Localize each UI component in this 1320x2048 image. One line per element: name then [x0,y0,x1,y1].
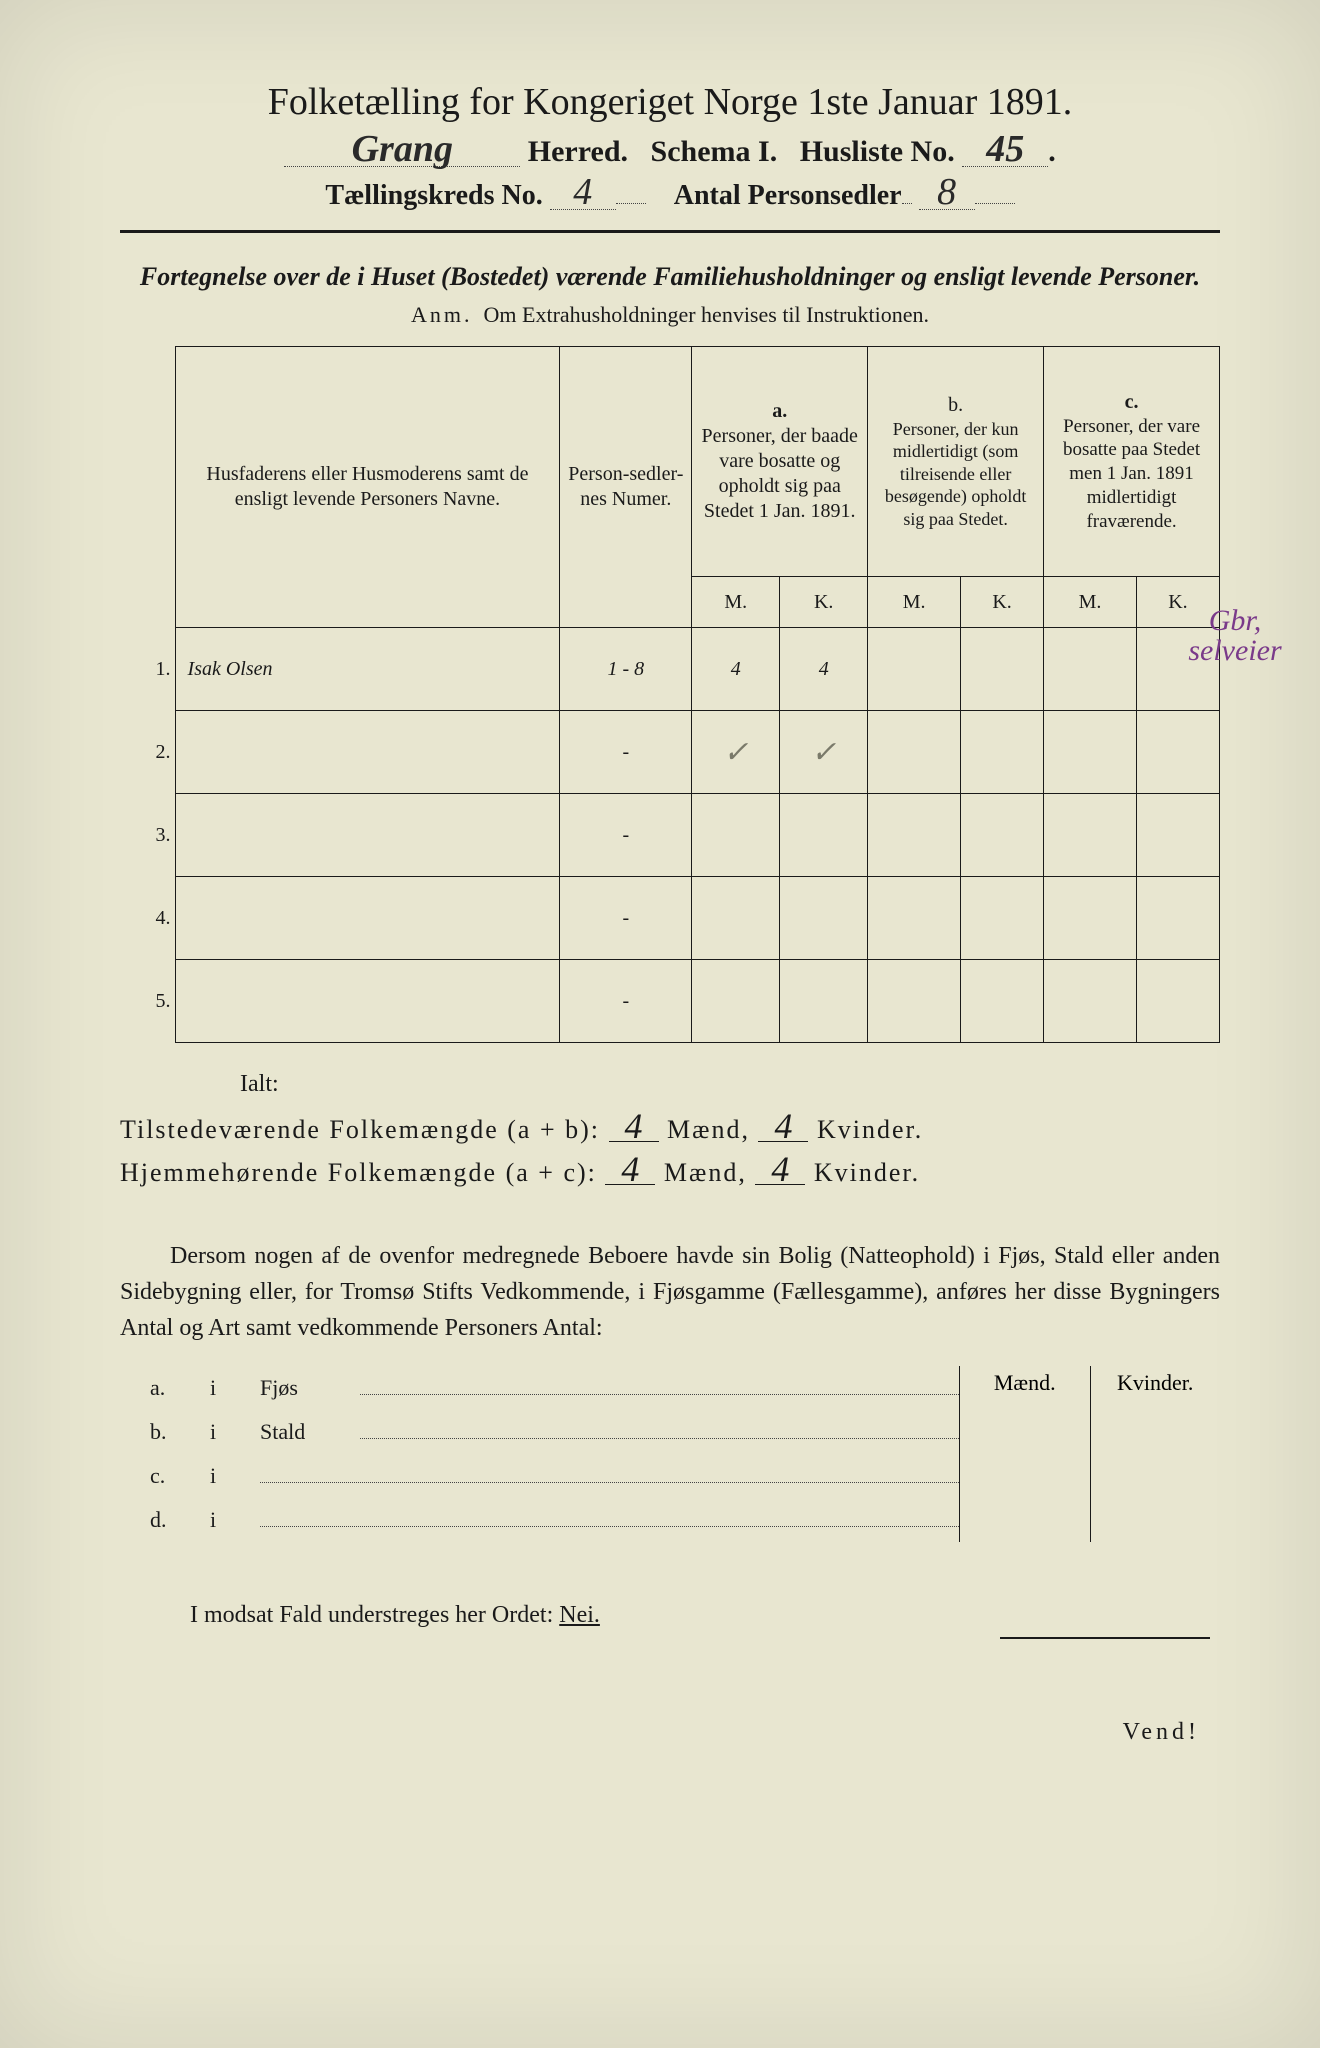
maend-col: Mænd. [960,1366,1091,1542]
totals-line-present: Tilstedeværende Folkemængde (a + b): 4 M… [120,1112,1220,1145]
col-header-c: c. Personer, der vare bosatte paa Stedet… [1044,347,1220,577]
name-cell: Isak Olsen [175,628,560,711]
col-header-a: a. Personer, der baade vare bosatte og o… [692,347,868,577]
kvinder-col: Kvinder. [1091,1366,1221,1542]
nei-word: Nei. [559,1602,600,1628]
sedler-label: Antal Personsedler [674,180,902,211]
b-k-cell [961,628,1044,711]
kreds-label: Tællingskreds No. [325,180,542,211]
husliste-label: Husliste No. [800,135,955,168]
household-table: Husfaderens eller Husmoderens samt de en… [120,346,1220,1043]
sedler-value: 8 [919,175,975,210]
side-buildings-list: a. i Fjøs b. i Stald c. i d. i [120,1366,959,1542]
side-building-paragraph: Dersom nogen af de ovenfor medregnede Be… [120,1238,1220,1346]
margin-annotation: Gbr, selveier [1180,606,1290,666]
col-a-m: M. [692,577,780,628]
col-b-m: M. [868,577,961,628]
col-header-num: Person-sedler-nes Numer. [560,347,692,628]
side-buildings-counts: Mænd. Kvinder. [959,1366,1220,1542]
anm-note: Anm. Om Extrahusholdninger henvises til … [120,302,1220,328]
col-c-m: M. [1044,577,1137,628]
divider [120,230,1220,233]
table-wrapper: Husfaderens eller Husmoderens samt de en… [120,346,1220,1043]
table-row: 1. Isak Olsen 1 - 8 4 4 [120,628,1220,711]
modsat-line: I modsat Fald understreges her Ordet: Ne… [120,1602,1220,1629]
col-a-k: K. [780,577,868,628]
col-b-k: K. [961,577,1044,628]
table-row: 3. - [120,794,1220,877]
resident-k: 4 [755,1155,805,1185]
anm-text: Om Extrahusholdninger henvises til Instr… [484,302,929,327]
col-header-name: Husfaderens eller Husmoderens samt de en… [175,347,560,628]
side-buildings-block: a. i Fjøs b. i Stald c. i d. i [120,1366,1220,1542]
check-icon: ✓ [723,736,748,769]
table-row: 4. - [120,877,1220,960]
table-row: 5. - [120,960,1220,1043]
herred-value: Grang [284,132,520,167]
totals-line-resident: Hjemmehørende Folkemængde (a + c): 4 Mæn… [120,1155,1220,1188]
check-icon: ✓ [811,736,836,769]
page-title: Folketælling for Kongeriget Norge 1ste J… [120,80,1220,124]
kreds-line: Tællingskreds No. 4 Antal Personsedler 8 [120,175,1220,212]
a-k-cell: 4 [780,628,868,711]
herred-label: Herred. [528,135,628,168]
list-item: c. i [120,1454,959,1498]
b-m-cell [868,628,961,711]
schema-label: Schema I. [651,135,778,168]
census-form-page: Folketælling for Kongeriget Norge 1ste J… [0,0,1320,2048]
list-item: b. i Stald [120,1410,959,1454]
ialt-label: Ialt: [240,1071,1220,1098]
vend-rule [1000,1637,1210,1639]
herred-line: Grang Herred. Schema I. Husliste No. 45. [120,132,1220,169]
c-m-cell [1044,628,1137,711]
form-description: Fortegnelse over de i Huset (Bostedet) v… [120,259,1220,294]
totals-block: Ialt: Tilstedeværende Folkemængde (a + b… [120,1071,1220,1188]
present-m: 4 [609,1112,659,1142]
husliste-value: 45 [962,132,1048,167]
resident-m: 4 [605,1155,655,1185]
num-cell: 1 - 8 [560,628,692,711]
a-m-cell: 4 [692,628,780,711]
present-k: 4 [758,1112,808,1142]
table-row: 2. - ✓ ✓ [120,711,1220,794]
vend-label: Vend! [120,1719,1220,1746]
list-item: d. i [120,1498,959,1542]
list-item: a. i Fjøs [120,1366,959,1410]
col-header-b: b. Personer, der kun midlertidigt (som t… [868,347,1044,577]
anm-label: Anm. [411,302,473,327]
kreds-value: 4 [550,175,616,210]
